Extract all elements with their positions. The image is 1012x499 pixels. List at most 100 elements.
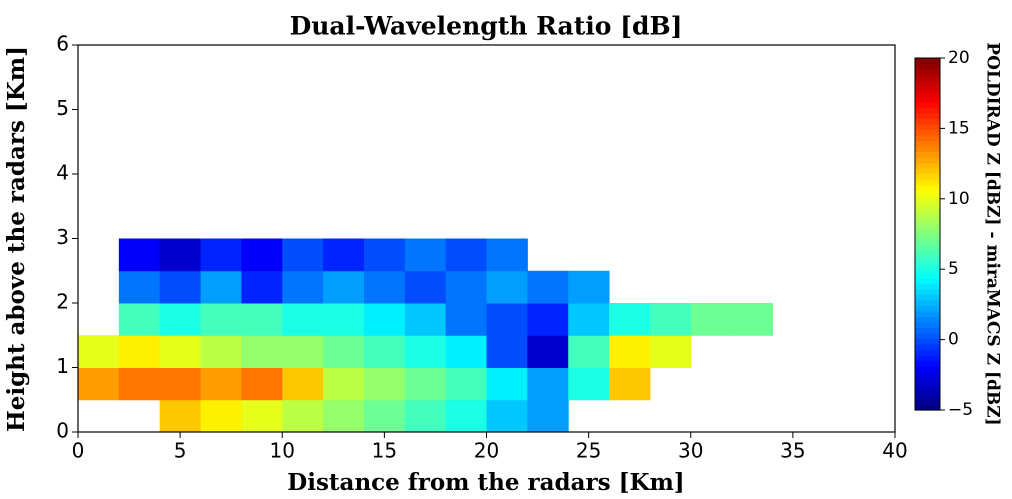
- colorbar-segment: [915, 261, 940, 268]
- colorbar-segment: [915, 278, 940, 285]
- colorbar-segment: [915, 399, 940, 406]
- colorbar-segment: [915, 173, 940, 180]
- x-tick-label: 15: [372, 439, 397, 463]
- colorbar-frame: [914, 57, 941, 411]
- colorbar-segment: [915, 256, 940, 263]
- heatmap-cell: [404, 367, 447, 401]
- colorbar-segment: [915, 74, 940, 81]
- heatmap-cell: [159, 238, 202, 272]
- heatmap-cell: [445, 270, 487, 304]
- heatmap-cell: [363, 238, 406, 272]
- heatmap-cell: [609, 303, 651, 336]
- heatmap-cell: [241, 238, 283, 272]
- colorbar-segment: [915, 63, 940, 70]
- heatmap-cell: [445, 399, 487, 433]
- heatmap-cell: [282, 335, 324, 368]
- y-axis-label: Height above the radars [Km]: [3, 46, 30, 432]
- heatmap-cell: [363, 399, 406, 433]
- heatmap-cell: [200, 303, 242, 336]
- colorbar-segment: [915, 217, 940, 224]
- x-tick-label: 10: [270, 439, 295, 463]
- colorbar-tick-label: 20: [948, 48, 970, 68]
- colorbar-segment: [915, 146, 940, 153]
- heatmap-cell: [404, 335, 447, 368]
- heatmap-cell: [323, 303, 365, 336]
- heatmap-cell: [282, 270, 324, 304]
- heatmap-cell: [282, 303, 324, 336]
- colorbar-segment: [915, 195, 940, 202]
- colorbar-segment: [915, 102, 940, 109]
- heatmap-cell: [159, 399, 202, 433]
- heatmap-cell: [527, 399, 569, 433]
- colorbar-segment: [915, 382, 940, 389]
- heatmap-cell: [159, 335, 202, 368]
- heatmap-cell: [568, 303, 610, 336]
- colorbar-segment: [915, 129, 940, 136]
- heatmap-cell: [241, 270, 283, 304]
- colorbar-segment: [915, 179, 940, 186]
- heatmap-cell: [200, 238, 242, 272]
- colorbar-segment: [915, 239, 940, 246]
- heatmap-cell: [690, 303, 733, 336]
- heatmap-cell: [404, 238, 447, 272]
- colorbar-segment: [915, 58, 940, 65]
- y-tick-label: 2: [56, 290, 69, 314]
- colorbar-tick-label: 10: [948, 189, 970, 209]
- x-axis-label: Distance from the radars [Km]: [287, 469, 684, 496]
- x-tick-label: 40: [882, 439, 907, 463]
- colorbar-segment: [915, 289, 940, 296]
- colorbar-segment: [915, 162, 940, 169]
- heatmap-cell: [486, 270, 528, 304]
- heatmap-cell: [649, 335, 692, 368]
- heatmap-cell: [486, 399, 528, 433]
- colorbar-segment: [915, 366, 940, 373]
- y-tick-label: 0: [56, 419, 69, 443]
- heatmap-cell: [363, 367, 406, 401]
- heatmap-cell: [486, 335, 528, 368]
- x-tick-label: 5: [174, 439, 187, 463]
- colorbar-segment: [915, 333, 940, 340]
- heatmap-cell: [241, 399, 283, 433]
- colorbar-segment: [915, 294, 940, 301]
- x-tick-label: 35: [780, 439, 805, 463]
- colorbar-label: POLDIRAD Z [dBZ] - miraMACS Z [dBZ]: [983, 42, 1003, 425]
- colorbar-segment: [915, 322, 940, 329]
- heatmap-cell: [445, 303, 487, 336]
- heatmap-cell: [78, 335, 120, 368]
- heatmap-cell: [363, 270, 406, 304]
- heatmap-cell: [118, 270, 161, 304]
- heatmap-cell: [78, 367, 120, 401]
- heatmap-cell: [568, 270, 610, 304]
- colorbar-segment: [915, 316, 940, 323]
- heatmap-cell: [649, 303, 692, 336]
- colorbar-segment: [915, 135, 940, 142]
- colorbar-segment: [915, 377, 940, 384]
- heatmap-cell: [404, 303, 447, 336]
- heatmap-cell: [363, 335, 406, 368]
- colorbar-segment: [915, 140, 940, 147]
- y-tick-label: 1: [56, 354, 69, 378]
- colorbar-segment: [915, 327, 940, 334]
- heatmap-cell: [486, 367, 528, 401]
- colorbar-segment: [915, 311, 940, 318]
- colorbar-segment: [915, 157, 940, 164]
- colorbar-tick-label: −5: [948, 400, 973, 420]
- heatmap-cell: [323, 335, 365, 368]
- heatmap-cell: [118, 303, 161, 336]
- heatmap-cell: [731, 303, 773, 336]
- heatmap-cell: [159, 367, 202, 401]
- heatmap-cell: [568, 367, 610, 401]
- heatmap-cell: [200, 270, 242, 304]
- heatmap-cell: [527, 335, 569, 368]
- colorbar-segment: [915, 118, 940, 125]
- heatmap-cell: [323, 270, 365, 304]
- colorbar-segment: [915, 69, 940, 76]
- heatmap-cell: [200, 399, 242, 433]
- y-tick-label: 5: [56, 96, 69, 120]
- heatmap-cell: [527, 367, 569, 401]
- colorbar-segment: [915, 404, 940, 411]
- heatmap-cell: [118, 335, 161, 368]
- x-tick-label: 30: [678, 439, 703, 463]
- colorbar-segment: [915, 283, 940, 290]
- colorbar-segment: [915, 234, 940, 241]
